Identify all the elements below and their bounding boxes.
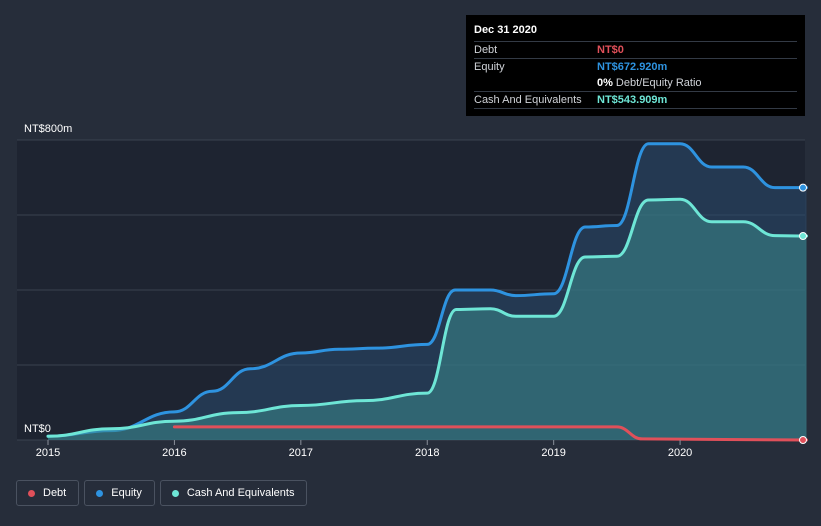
legend-item-debt[interactable]: Debt: [16, 480, 80, 506]
chart-legend: Debt Equity Cash And Equivalents: [16, 480, 308, 506]
cash-and-equivalents-line: [46, 197, 808, 438]
x-tick-label: 2020: [668, 447, 692, 459]
tooltip-cash-value: NT$543.909m: [597, 94, 668, 106]
cash-dot-icon: [171, 489, 179, 497]
tooltip-date: Dec 31 2020: [474, 24, 537, 36]
legend-debt-label: Debt: [43, 487, 67, 499]
tooltip-row-cash: Cash And Equivalents NT$543.909m: [474, 91, 797, 109]
x-axis-ticks: 2015 2016 2017 2018 2019 2020: [36, 440, 692, 459]
tooltip-row-debt: Debt NT$0: [474, 41, 797, 58]
tooltip-equity-value: NT$672.920m: [597, 61, 668, 73]
x-tick-label: 2019: [541, 447, 565, 459]
cash-and-equivalents-end-point: [799, 232, 807, 240]
tooltip-row-equity: Equity NT$672.920m: [474, 58, 797, 75]
tooltip-row-ratio: 0% Debt/Equity Ratio: [474, 75, 797, 91]
tooltip-equity-label: Equity: [474, 61, 505, 73]
x-tick-label: 2017: [289, 447, 313, 459]
cash-and-equivalents-area: [48, 199, 807, 440]
debt-line: [172, 425, 808, 442]
series-layer: [46, 142, 808, 444]
tooltip-debt-value: NT$0: [597, 44, 624, 56]
y-label-bottom: NT$0: [24, 423, 51, 435]
equity-dot-icon: [96, 489, 104, 497]
data-tooltip: Dec 31 2020 Debt NT$0 Equity NT$672.920m…: [466, 15, 805, 116]
tooltip-ratio-value: 0%: [597, 77, 613, 89]
x-tick-label: 2018: [415, 447, 439, 459]
equity-line: [46, 142, 808, 438]
x-tick-label: 2015: [36, 447, 60, 459]
legend-cash-label: Cash And Equivalents: [186, 487, 295, 499]
legend-equity-label: Equity: [111, 487, 142, 499]
tooltip-cash-label: Cash And Equivalents: [474, 94, 582, 106]
debt-dot-icon: [28, 489, 35, 497]
tooltip-ratio-label: Debt/Equity Ratio: [615, 77, 702, 89]
x-tick-label: 2016: [162, 447, 186, 459]
debt-end-point: [799, 436, 807, 444]
equity-end-point: [799, 183, 807, 192]
legend-item-cash[interactable]: Cash And Equivalents: [159, 480, 308, 506]
tooltip-debt-label: Debt: [474, 44, 498, 56]
y-label-top: NT$800m: [24, 123, 72, 135]
legend-item-equity[interactable]: Equity: [84, 480, 155, 506]
